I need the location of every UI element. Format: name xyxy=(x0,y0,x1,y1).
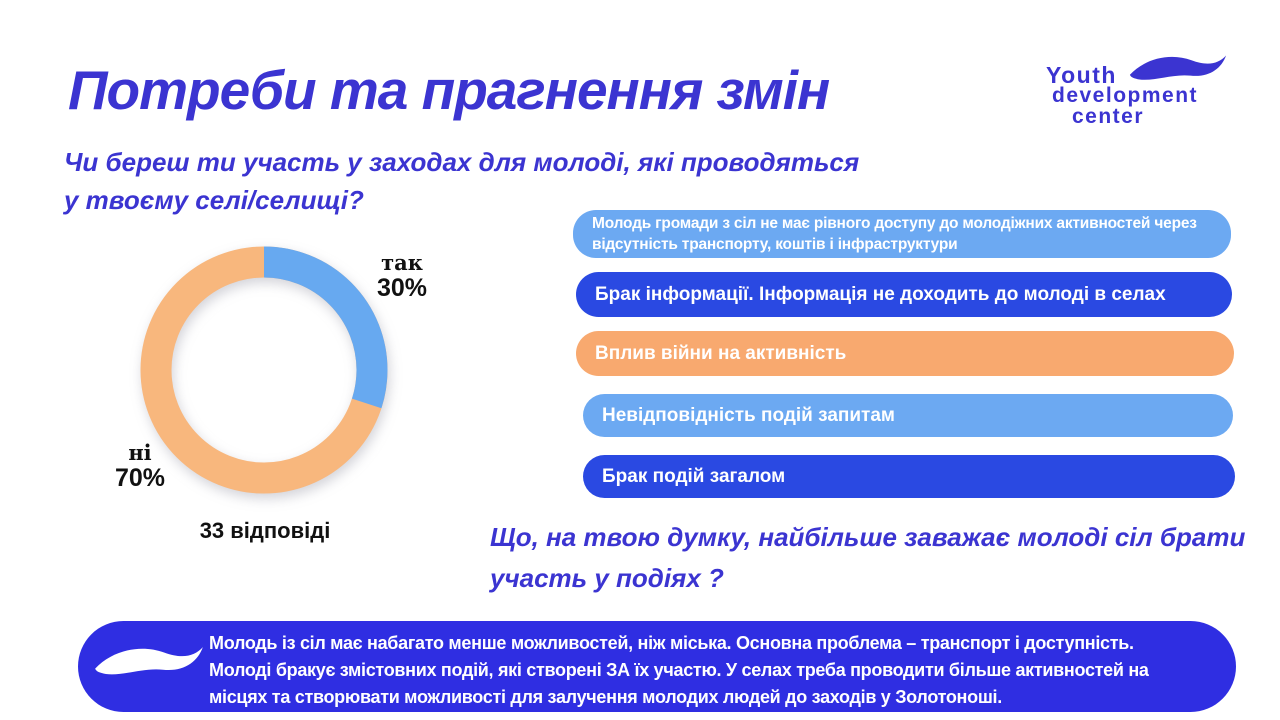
donut-label-yes-text: так xyxy=(381,250,423,275)
donut-label-no-text: ні xyxy=(128,440,152,465)
barrier-item-1: Молодь громади з сіл не має рівного дост… xyxy=(573,210,1231,258)
page-title: Потреби та прагнення змін xyxy=(68,59,830,121)
barrier-label-4: Невідповідність подій запитам xyxy=(602,404,895,426)
barrier-label-3: Вплив війни на активність xyxy=(595,342,847,364)
barrier-item-2: Брак інформації. Інформація не доходить … xyxy=(576,272,1232,317)
barrier-item-4: Невідповідність подій запитам xyxy=(583,394,1233,437)
barrier-label-1: Молодь громади з сіл не має рівного дост… xyxy=(592,215,1197,253)
question-participation: Чи береш ти участь у заходах для молоді,… xyxy=(64,147,860,215)
summary-text: Молодь із сіл має набагато менше можливо… xyxy=(209,633,1149,707)
donut-label-yes: так 30% xyxy=(366,251,438,302)
logo-text-center: center xyxy=(1072,105,1145,128)
donut-label-yes-percent: 30% xyxy=(376,274,428,302)
donut-label-no: ні 70% xyxy=(102,441,178,492)
wave-icon xyxy=(1129,55,1227,80)
logo-text-development: development xyxy=(1052,84,1199,107)
barrier-item-3: Вплив війни на активність xyxy=(576,331,1234,376)
wave-icon xyxy=(95,647,203,675)
responses-caption: 33 відповіді xyxy=(199,518,331,543)
barrier-label-5: Брак подій загалом xyxy=(602,465,786,487)
barrier-label-2: Брак інформації. Інформація не доходить … xyxy=(595,283,1166,305)
donut-label-no-percent: 70% xyxy=(114,464,166,492)
question-obstacles: Що, на твою думку, найбільше заважає мол… xyxy=(490,522,1246,593)
participation-donut-chart xyxy=(140,246,388,494)
donut-segment-yes xyxy=(140,246,388,494)
summary-banner: Молодь із сіл має набагато менше можливо… xyxy=(78,621,1236,712)
logo-text-youth: Youth xyxy=(1046,62,1117,88)
barrier-item-5: Брак подій загалом xyxy=(583,455,1235,498)
